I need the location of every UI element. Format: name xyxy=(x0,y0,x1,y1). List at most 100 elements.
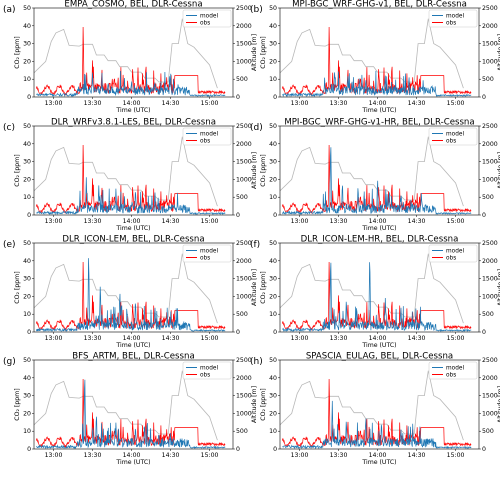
x-tick-label: 13:00 xyxy=(45,335,63,342)
obs-series-line xyxy=(281,378,472,448)
x-tick-label: 13:00 xyxy=(291,335,309,342)
y2-tick-label: 1000 xyxy=(236,58,252,65)
y-axis-label: CO₂ [ppm] xyxy=(14,36,21,68)
axes-frame xyxy=(33,242,234,333)
axes-frame xyxy=(279,242,480,333)
y-tick-label: 0 xyxy=(273,94,277,101)
x-tick-label: 14:30 xyxy=(162,100,180,107)
obs-series-line xyxy=(281,26,472,96)
x-tick-label: 13:00 xyxy=(45,218,63,225)
plot-area xyxy=(34,253,226,332)
y2-tick-label: 0 xyxy=(482,446,486,453)
legend-label-model: model xyxy=(446,366,464,372)
legend-label-obs: obs xyxy=(200,21,210,27)
x-tick-label: 14:00 xyxy=(123,100,141,107)
y2-tick-label: 1000 xyxy=(236,293,252,300)
y-axis-label: CO₂ [ppm] xyxy=(14,388,21,420)
y2-tick-label: 1500 xyxy=(482,159,498,166)
panel-title: EMPA_COSMO, BEL, DLR-Cessna xyxy=(64,0,202,10)
y2-tick-label: 1500 xyxy=(236,159,252,166)
panel-label: (h) xyxy=(250,357,263,367)
altitude-line xyxy=(280,136,464,207)
y-tick-label: 0 xyxy=(27,94,31,101)
x-tick-label: 13:00 xyxy=(45,452,63,459)
legend-label-obs: obs xyxy=(446,256,456,262)
panel-title: MPI-BGC_WRF-GHG-v1-HR, BEL, DLR-Cessna xyxy=(284,118,474,128)
y2-tick-label: 1000 xyxy=(482,293,498,300)
y2-axis-label: Altitude [m] xyxy=(497,386,500,423)
legend-label-model: model xyxy=(446,132,464,138)
axes-frame xyxy=(279,359,480,450)
y2-tick-label: 500 xyxy=(236,194,248,201)
y-tick-label: 0 xyxy=(273,446,277,453)
y-tick-label: 10 xyxy=(23,76,31,83)
y-tick-label: 20 xyxy=(269,58,277,65)
panel-b: (b) MPI-BGC_WRF-GHG-v1, BEL, DLR-Cessna 13… xyxy=(250,0,500,114)
model-series-line xyxy=(36,177,226,215)
x-tick-label: 15:00 xyxy=(201,335,219,342)
y-axis-label: CO₂ [ppm] xyxy=(14,154,21,186)
legend-label-obs: obs xyxy=(200,139,210,145)
y-tick-label: 20 xyxy=(269,293,277,300)
y2-tick-label: 2500 xyxy=(482,240,498,247)
panel-title: DLR_ICON-LEM, BEL, DLR-Cessna xyxy=(62,235,204,245)
plot-area xyxy=(280,136,472,215)
y2-tick-label: 2000 xyxy=(236,258,252,265)
x-tick-label: 15:00 xyxy=(447,100,465,107)
y2-tick-label: 500 xyxy=(482,194,494,201)
model-series-line xyxy=(281,147,472,215)
y2-tick-label: 500 xyxy=(236,428,248,435)
y2-tick-label: 2000 xyxy=(482,141,498,148)
y2-tick-label: 1500 xyxy=(236,393,252,400)
x-tick-label: 13:30 xyxy=(84,452,102,459)
y2-axis-label: Altitude [m] xyxy=(251,34,258,71)
panel-label: (d) xyxy=(250,123,263,133)
y-tick-label: 0 xyxy=(27,329,31,336)
x-axis-label: Time (UTC) xyxy=(115,459,150,466)
axes-frame xyxy=(33,7,234,98)
x-tick-label: 13:30 xyxy=(84,100,102,107)
altitude-line xyxy=(34,18,218,89)
panel-f: (f) DLR_ICON-LEM-HR, BEL, DLR-Cessna 13:00… xyxy=(250,235,500,350)
y-tick-label: 10 xyxy=(269,76,277,83)
model-series-line xyxy=(282,70,472,97)
y2-tick-label: 2500 xyxy=(236,240,252,247)
model-series-line xyxy=(282,262,472,332)
y2-tick-label: 0 xyxy=(236,212,240,219)
y-axis-label: CO₂ [ppm] xyxy=(260,388,267,420)
y-tick-label: 20 xyxy=(23,293,31,300)
panel-title: SPASCIA_EULAG, BEL, DLR-Cessna xyxy=(306,352,453,362)
legend-label-model: model xyxy=(200,132,218,138)
y-tick-label: 0 xyxy=(273,329,277,336)
legend-label-obs: obs xyxy=(446,373,456,379)
x-tick-label: 15:00 xyxy=(447,335,465,342)
x-axis-label: Time (UTC) xyxy=(115,225,150,232)
legend-label-model: model xyxy=(200,366,218,372)
y2-tick-label: 1500 xyxy=(236,276,252,283)
y-tick-label: 40 xyxy=(23,23,31,30)
panel-title: BFS_ARTM, BEL, DLR-Cessna xyxy=(72,352,194,362)
x-tick-label: 14:30 xyxy=(408,100,426,107)
y-tick-label: 20 xyxy=(23,410,31,417)
y-tick-label: 40 xyxy=(23,375,31,382)
plot-area xyxy=(34,18,226,97)
y-tick-label: 20 xyxy=(23,176,31,183)
y-tick-label: 30 xyxy=(269,159,277,166)
x-tick-label: 13:00 xyxy=(291,100,309,107)
y2-tick-label: 2500 xyxy=(482,123,498,130)
x-tick-label: 15:00 xyxy=(201,100,219,107)
y2-tick-label: 1000 xyxy=(236,410,252,417)
x-tick-label: 15:00 xyxy=(447,452,465,459)
y-tick-label: 40 xyxy=(23,141,31,148)
y2-tick-label: 0 xyxy=(482,329,486,336)
panel-label: (c) xyxy=(3,123,15,133)
panel-title: MPI-BGC_WRF-GHG-v1, BEL, DLR-Cessna xyxy=(292,0,467,10)
y-tick-label: 50 xyxy=(269,5,277,12)
